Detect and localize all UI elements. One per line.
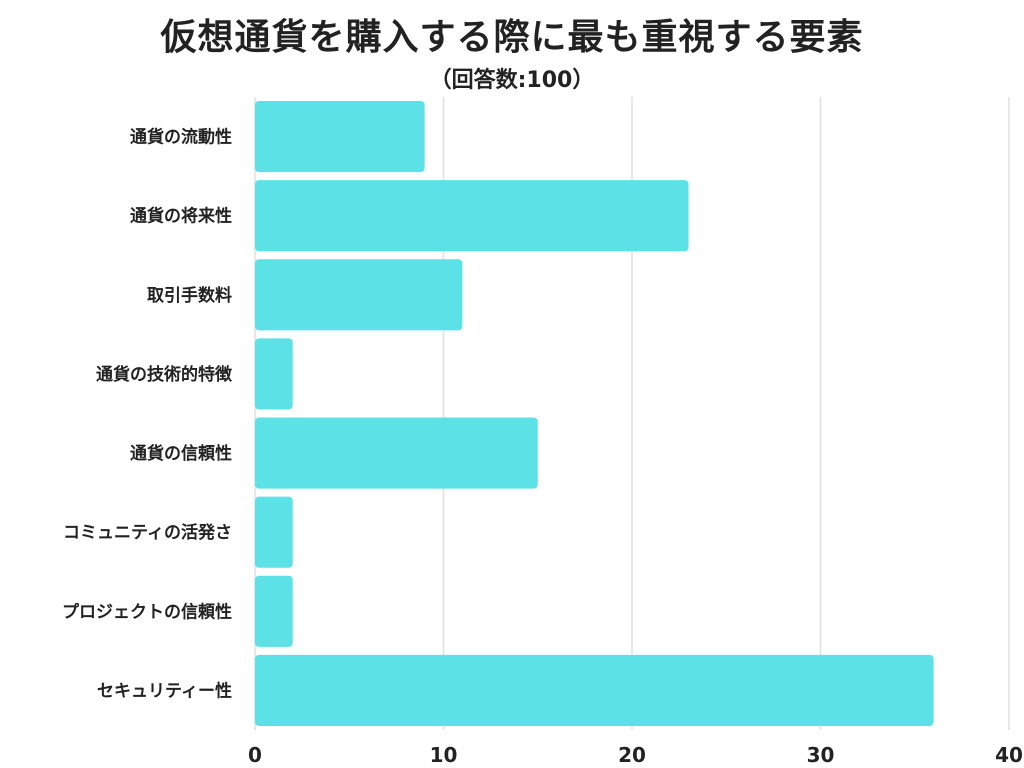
category-labels: 通貨の流動性通貨の将来性取引手数料通貨の技術的特徴通貨の信頼性コミュニティの活発…: [62, 127, 233, 702]
category-label: 通貨の技術的特徴: [96, 364, 233, 385]
bar: [255, 100, 425, 173]
bar: [255, 417, 538, 489]
x-axis-ticks: 0 10 20 30 40: [248, 743, 1023, 767]
chart-subtitle: （回答数:100）: [429, 68, 595, 93]
bar: [255, 654, 934, 727]
category-label: 通貨の信頼性: [130, 443, 232, 464]
category-label: 取引手数料: [147, 285, 232, 306]
bar: [255, 338, 293, 410]
x-tick-label: 30: [807, 743, 835, 767]
x-tick-label: 40: [995, 743, 1023, 767]
category-label: 通貨の将来性: [130, 206, 232, 227]
x-tick-label: 20: [618, 743, 646, 767]
bar: [255, 575, 293, 647]
x-tick-label: 0: [248, 743, 262, 767]
category-label: セキュリティー性: [97, 680, 232, 701]
category-label: コミュニティの活発さ: [63, 522, 232, 543]
chart-title: 仮想通貨を購入する際に最も重視する要素: [160, 17, 864, 58]
bars: [255, 100, 934, 727]
x-tick-label: 10: [430, 743, 458, 767]
category-label: プロジェクトの信頼性: [62, 601, 232, 622]
bar: [255, 259, 463, 331]
bar: [255, 180, 689, 252]
bar: [255, 496, 293, 568]
category-label: 通貨の流動性: [130, 127, 232, 148]
